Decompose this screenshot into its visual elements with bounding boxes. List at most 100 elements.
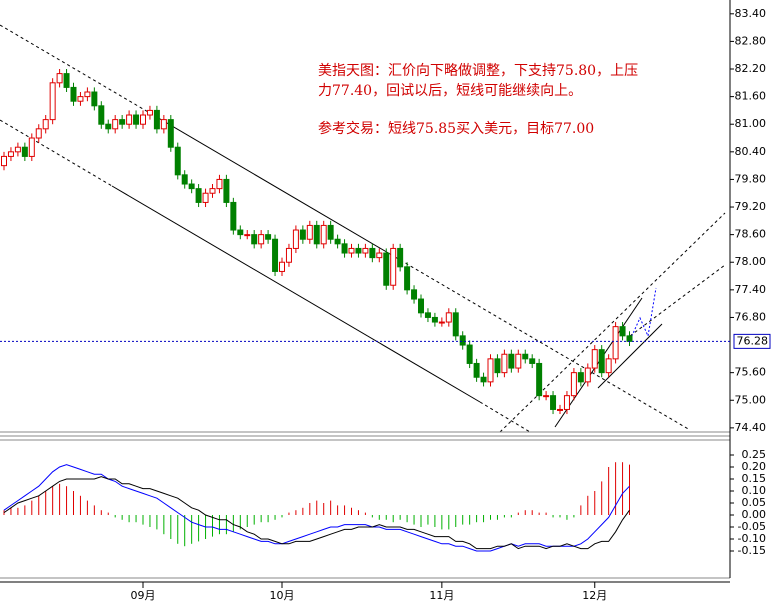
x-tick-label: 12月 (582, 589, 607, 602)
candle-body (591, 349, 598, 369)
candle-body (153, 109, 160, 130)
candle-body (341, 243, 348, 254)
candle-body (140, 114, 146, 125)
candle-body (584, 367, 591, 383)
candle-body (418, 298, 424, 314)
candle-body (223, 178, 230, 203)
candle-body (362, 247, 369, 254)
candle-body (320, 224, 327, 245)
candle-body (383, 252, 390, 286)
candle-body (563, 395, 570, 410)
candle-body (619, 326, 626, 337)
channel-line (479, 401, 531, 433)
candle-body (445, 312, 452, 323)
candle-body (577, 372, 584, 383)
candle-body (327, 224, 334, 240)
y-tick-label: 81.00 (735, 117, 767, 130)
candle-body (167, 119, 174, 148)
channel-line (597, 323, 663, 389)
candle-body (334, 238, 341, 245)
candle-body (411, 289, 418, 300)
candle-body (28, 137, 35, 157)
candle-body (202, 192, 209, 203)
y-tick-label: -0.05 (738, 520, 766, 533)
annotation: 美指天图：汇价向下略做调整，下支持75.80，上压 (318, 63, 638, 79)
candle-body (348, 247, 355, 254)
candle-body (181, 174, 188, 185)
candle-body (459, 335, 466, 346)
y-tick-label: 74.40 (735, 421, 767, 434)
candle-body (598, 349, 605, 374)
candle-body (494, 358, 501, 374)
y-tick-label: 82.80 (735, 34, 767, 47)
candle-body (70, 86, 77, 102)
channel-line (111, 185, 481, 403)
y-tick-label: 76.80 (735, 310, 767, 323)
x-tick-label: 10月 (270, 589, 295, 602)
candle-body (56, 73, 63, 84)
y-tick-label: 0.10 (742, 484, 767, 497)
candle-body (626, 335, 633, 342)
candle-body (174, 146, 181, 176)
macd-line (3, 476, 630, 550)
channel-line (154, 115, 391, 255)
candle-body (313, 224, 320, 245)
y-tick-label: -0.15 (738, 544, 766, 557)
candle-body (146, 109, 153, 116)
candle-body (424, 312, 431, 318)
candle-body (299, 229, 306, 240)
candle-body (431, 316, 438, 323)
candle-body (112, 119, 119, 130)
channel-line (389, 253, 691, 431)
x-tick-label: 09月 (131, 589, 156, 602)
candle-body (536, 362, 543, 397)
last-price-box (733, 333, 771, 349)
y-tick-label: 83.40 (735, 7, 767, 20)
candle-body (14, 146, 21, 153)
candle-body (292, 229, 299, 249)
x-tick-label: 11月 (429, 589, 454, 602)
channel-line (0, 119, 113, 187)
candle-body (160, 119, 167, 130)
y-tick-label: 78.00 (735, 255, 767, 268)
candle-body (209, 188, 216, 194)
candle-body (279, 261, 285, 272)
candle-body (557, 408, 563, 411)
candle-body (244, 234, 251, 237)
forecast-path (629, 287, 657, 341)
candle-body (605, 358, 612, 374)
candle-body (105, 123, 112, 130)
candle-body (404, 266, 411, 291)
candle-body (487, 358, 494, 383)
y-tick-label: -0.10 (738, 532, 766, 545)
channel-line (499, 212, 726, 433)
candle-body (473, 362, 480, 378)
candle-body (49, 82, 56, 121)
y-tick-label: 0.05 (742, 496, 767, 509)
candle-body (251, 234, 258, 245)
candle-body (42, 119, 49, 130)
candle-body (369, 247, 376, 259)
annotation: 参考交易：短线75.85买入美元，目标77.00 (318, 120, 594, 137)
candle-body (550, 395, 557, 410)
y-tick-label: 0.15 (742, 472, 767, 485)
last-price-label: 76.28 (737, 334, 769, 347)
candle-body (216, 178, 223, 190)
candle-body (35, 128, 42, 139)
candle-body (133, 114, 140, 125)
y-tick-label: 77.40 (735, 283, 767, 296)
y-tick-label: 75.00 (735, 393, 767, 406)
candle-body (1, 155, 7, 167)
y-tick-label: 81.60 (735, 90, 767, 103)
channel-line (629, 264, 726, 337)
y-tick-label: 0.25 (742, 448, 767, 461)
candle-body (466, 344, 473, 364)
candle-body (91, 91, 98, 107)
y-tick-label: 82.20 (735, 62, 767, 75)
candle-body (188, 183, 195, 190)
candle-body (508, 353, 515, 369)
candle-body (21, 146, 28, 157)
